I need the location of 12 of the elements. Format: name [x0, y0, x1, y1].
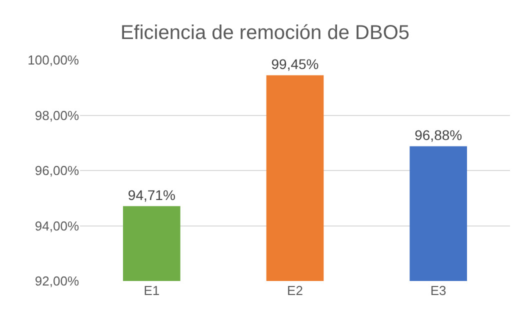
- x-tick-label: E3: [430, 283, 446, 298]
- data-label: 96,88%: [414, 127, 462, 144]
- y-tick-label: 100,00%: [28, 52, 80, 68]
- data-label: 94,71%: [128, 187, 176, 204]
- x-tick-label: E2: [287, 283, 303, 298]
- y-tick-label: 94,00%: [34, 218, 80, 234]
- y-tick-label: 98,00%: [34, 108, 80, 123]
- y-tick-label: 92,00%: [34, 274, 80, 289]
- x-tick-label: E1: [144, 283, 160, 298]
- data-label: 99,45%: [271, 56, 319, 72]
- y-tick-label: 96,00%: [34, 163, 80, 178]
- chart-title: Eficiencia de remoción de DBO5: [120, 22, 410, 44]
